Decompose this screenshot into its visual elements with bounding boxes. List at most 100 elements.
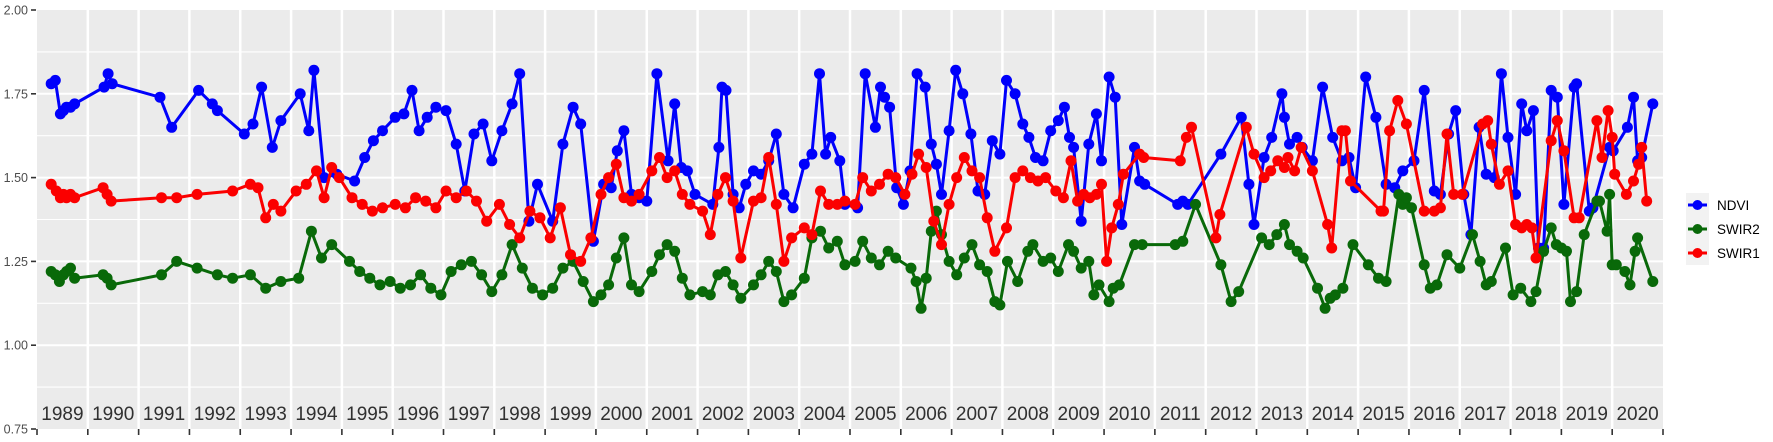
data-point xyxy=(857,172,869,184)
data-point xyxy=(669,98,681,110)
data-point xyxy=(839,259,851,271)
x-tick-label: 2007 xyxy=(956,404,998,425)
data-point xyxy=(252,182,264,194)
data-point xyxy=(661,172,673,184)
data-point xyxy=(384,276,396,287)
data-point xyxy=(359,152,371,163)
data-point xyxy=(105,195,117,207)
data-point xyxy=(105,279,117,291)
data-point xyxy=(1258,172,1270,184)
data-point xyxy=(1601,225,1613,237)
data-point xyxy=(806,229,818,241)
data-point xyxy=(1502,165,1514,177)
data-point xyxy=(1116,219,1128,230)
data-point xyxy=(654,152,665,163)
x-tick-label: 2018 xyxy=(1515,404,1557,425)
data-point xyxy=(1370,111,1382,123)
data-point xyxy=(275,115,287,127)
data-point xyxy=(1037,155,1049,167)
data-point xyxy=(1017,165,1029,177)
data-point xyxy=(1525,296,1537,308)
data-point xyxy=(440,105,452,117)
data-point xyxy=(1450,105,1462,117)
data-point xyxy=(1045,252,1057,264)
axis-labels: 0.75 1.00 1.25 1.50 1.75 2.00 1989 1990 1991 1992… xyxy=(4,4,1659,437)
data-point xyxy=(326,239,338,251)
data-point xyxy=(1103,71,1115,83)
data-point xyxy=(1090,188,1102,200)
data-point xyxy=(890,172,902,184)
data-point xyxy=(405,279,416,291)
data-point xyxy=(49,74,61,86)
x-tick-label: 1991 xyxy=(143,404,185,425)
data-point xyxy=(557,262,569,274)
data-point xyxy=(669,165,681,177)
data-point xyxy=(102,68,114,80)
data-point xyxy=(966,165,978,177)
data-point xyxy=(626,195,637,207)
data-point xyxy=(720,84,732,96)
data-point xyxy=(554,202,566,214)
data-point xyxy=(994,299,1006,311)
data-point xyxy=(1248,219,1260,230)
legend-item-swir1: SWIR1 xyxy=(1686,241,1760,265)
data-point xyxy=(1521,125,1533,137)
data-point xyxy=(305,225,317,237)
x-tick-label: 2010 xyxy=(1108,404,1150,425)
data-point xyxy=(930,158,942,170)
data-point xyxy=(763,152,775,163)
data-point xyxy=(1117,168,1129,180)
x-tick-label: 1998 xyxy=(499,404,541,425)
data-point xyxy=(1312,282,1323,294)
data-point xyxy=(1538,245,1550,257)
data-point xyxy=(605,182,617,194)
data-point xyxy=(735,292,747,304)
data-point xyxy=(557,138,569,150)
data-point xyxy=(981,212,993,224)
data-point xyxy=(1610,259,1622,271)
data-point xyxy=(595,188,607,200)
data-point xyxy=(476,269,488,281)
data-point xyxy=(1327,131,1339,143)
data-point xyxy=(1619,266,1631,277)
legend-key-ndvi-icon xyxy=(1686,193,1709,217)
x-tick-label: 2006 xyxy=(905,404,947,425)
data-point xyxy=(1266,131,1278,143)
data-point xyxy=(1482,115,1494,127)
data-point xyxy=(890,252,902,264)
data-point xyxy=(1093,279,1105,291)
data-point xyxy=(267,198,279,210)
data-point xyxy=(798,222,810,234)
data-point xyxy=(247,118,259,130)
data-point xyxy=(1088,289,1100,301)
x-tick-label: 1992 xyxy=(194,404,236,425)
data-point xyxy=(618,232,630,244)
data-point xyxy=(1647,276,1659,287)
data-point xyxy=(1109,91,1121,103)
data-point xyxy=(1075,215,1087,227)
data-point xyxy=(1526,222,1538,234)
data-point xyxy=(1040,172,1052,184)
data-point xyxy=(275,205,287,217)
data-point xyxy=(504,219,516,230)
data-point xyxy=(1256,232,1268,244)
data-point xyxy=(1495,68,1507,80)
data-point xyxy=(1516,98,1528,110)
data-point xyxy=(1441,249,1453,261)
series-swir1 xyxy=(45,95,1653,267)
data-point xyxy=(1400,118,1412,130)
data-point xyxy=(493,198,505,210)
data-point xyxy=(191,262,203,274)
x-tick-label: 1996 xyxy=(397,404,439,425)
data-point xyxy=(1138,152,1150,163)
data-point xyxy=(641,195,653,207)
legend-label-swir2: SWIR2 xyxy=(1717,221,1760,237)
data-point xyxy=(1186,121,1197,133)
x-tick-label: 2011 xyxy=(1160,404,1201,425)
data-point xyxy=(585,232,597,244)
x-tick-label: 2013 xyxy=(1261,404,1303,425)
data-point xyxy=(1214,209,1226,220)
data-point xyxy=(1561,245,1572,257)
data-point xyxy=(1628,91,1639,103)
